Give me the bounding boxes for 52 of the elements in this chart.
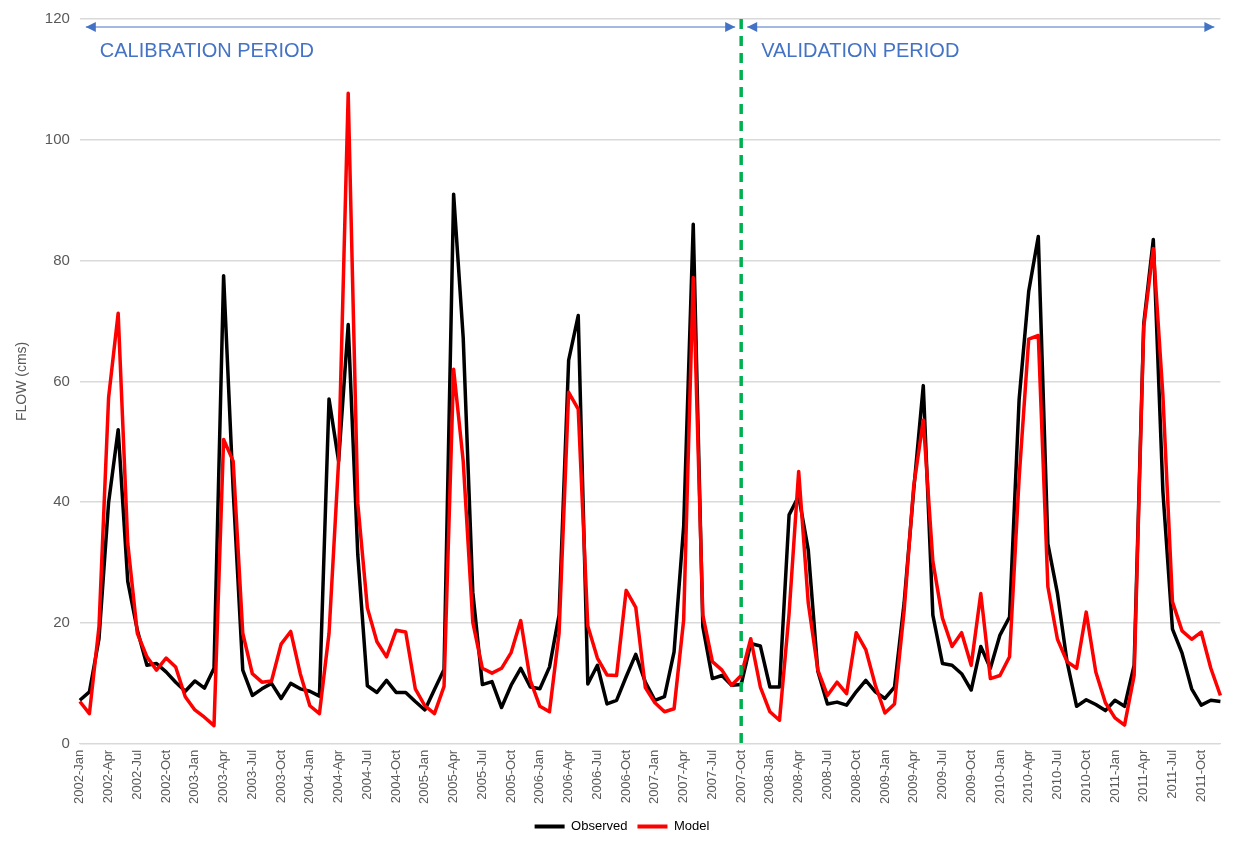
x-tick-label: 2003-Jan [186,749,202,805]
x-tick-label: 2006-Jan [531,749,547,805]
x-tick-label: 2007-Oct [732,749,748,804]
x-tick-label: 2008-Jan [761,749,777,805]
y-tick-label: 120 [44,9,70,27]
x-tick-label: 2009-Oct [962,749,978,804]
x-tick-label: 2005-Oct [502,749,518,804]
x-tick-label: 2004-Oct [387,749,403,804]
x-tick-label: 2009-Jan [876,749,892,805]
x-tick-label: 2010-Jul [1049,749,1065,800]
x-tick-label: 2003-Apr [215,749,231,804]
x-tick-label: 2008-Jul [819,749,835,800]
y-axis-title: FLOW (cms) [13,341,30,422]
x-tick-label: 2004-Jul [358,749,374,800]
y-tick-label: 80 [53,250,70,268]
y-tick-label: 40 [53,492,70,510]
y-tick-label: 0 [61,733,70,751]
legend-label: Observed [571,818,628,834]
x-tick-label: 2011-Oct [1192,749,1208,803]
y-tick-label: 20 [53,613,70,631]
x-tick-label: 2010-Apr [1020,749,1036,804]
x-tick-label: 2011-Apr [1135,749,1151,803]
x-tick-label: 2006-Jul [588,749,604,800]
legend-label: Model [673,818,710,834]
x-tick-label: 2010-Oct [1077,749,1093,804]
x-tick-label: 2009-Jul [934,749,950,800]
x-tick-label: 2010-Jan [991,749,1007,805]
x-tick-label: 2008-Apr [790,749,806,804]
x-tick-label: 2006-Oct [617,749,633,804]
x-tick-label: 2003-Oct [272,749,288,804]
x-tick-label: 2002-Oct [157,749,173,804]
x-tick-label: 2008-Oct [847,749,863,804]
annotation: VALIDATION PERIOD [761,38,960,61]
y-tick-label: 60 [53,371,70,389]
x-tick-label: 2011-Jan [1106,749,1122,804]
x-tick-label: 2005-Jul [473,749,489,800]
x-tick-label: 2003-Jul [243,749,259,800]
y-tick-label: 100 [44,129,70,147]
x-tick-label: 2004-Apr [330,749,346,804]
x-tick-label: 2007-Apr [675,749,691,804]
x-tick-label: 2002-Jan [71,749,87,805]
x-tick-label: 2005-Apr [445,749,461,804]
x-tick-label: 2011-Jul [1164,749,1180,799]
x-tick-label: 2007-Jul [703,749,719,800]
x-tick-label: 2004-Jan [301,749,317,805]
x-tick-label: 2007-Jan [646,749,662,805]
x-tick-label: 2006-Apr [560,749,576,804]
x-tick-label: 2005-Jan [416,749,432,805]
annotation: CALIBRATION PERIOD [99,38,314,61]
x-tick-label: 2009-Apr [905,749,921,804]
x-tick-label: 2002-Jul [128,749,144,800]
x-tick-label: 2002-Apr [100,749,116,804]
